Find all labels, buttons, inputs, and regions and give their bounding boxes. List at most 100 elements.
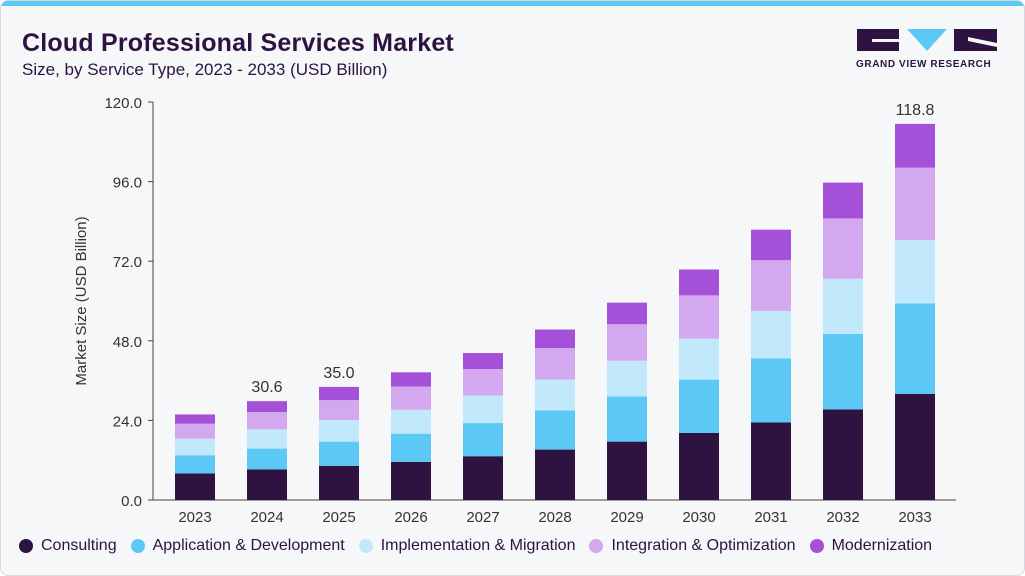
- bar-2026-implementation-migration: [391, 409, 431, 434]
- legend-item: Modernization: [809, 537, 933, 555]
- total-label: 118.8: [896, 102, 935, 119]
- bar-2028-implementation-migration: [535, 379, 575, 411]
- bar-2033-application-development: [895, 303, 935, 394]
- y-tick-label: 48.0: [113, 334, 142, 351]
- bar-2029-integration-optimization: [607, 324, 647, 361]
- bar-2032-implementation-migration: [823, 278, 863, 334]
- bar-2030-consulting: [679, 433, 719, 500]
- legend-label: Integration & Optimization: [611, 537, 796, 554]
- x-tick-label: 2023: [178, 509, 211, 526]
- bar-2023-application-development: [175, 455, 215, 474]
- bar-2025-modernization: [319, 386, 359, 401]
- accent-bar: [1, 1, 1024, 6]
- bar-2032-consulting: [823, 409, 863, 500]
- bar-2033-modernization: [895, 123, 935, 168]
- bar-2025-integration-optimization: [319, 400, 359, 421]
- bar-2024-consulting: [247, 469, 287, 500]
- legend-item: Consulting: [19, 537, 117, 555]
- bar-2029-application-development: [607, 396, 647, 442]
- chart-title: Cloud Professional Services Market: [22, 29, 454, 57]
- x-tick-label: 2024: [250, 509, 283, 526]
- x-tick-label: 2032: [826, 509, 859, 526]
- bar-2029-modernization: [607, 302, 647, 325]
- legend-label: Consulting: [41, 537, 117, 554]
- legend-item: Implementation & Migration: [358, 537, 576, 555]
- bar-2025-implementation-migration: [319, 420, 359, 442]
- bar-2028-consulting: [535, 449, 575, 500]
- x-tick-label: 2033: [898, 509, 931, 526]
- bar-2023-modernization: [175, 414, 215, 424]
- y-tick-label: 0.0: [121, 493, 142, 510]
- legend-label: Modernization: [831, 537, 933, 554]
- total-label: 30.6: [251, 379, 282, 396]
- bar-2027-modernization: [463, 353, 503, 369]
- bar-2024-integration-optimization: [247, 412, 287, 430]
- bar-2026-application-development: [391, 433, 431, 462]
- legend-swatch: [358, 539, 373, 553]
- bar-2033-consulting: [895, 393, 935, 500]
- bar-2030-integration-optimization: [679, 295, 719, 339]
- bar-2031-consulting: [751, 422, 791, 500]
- bar-2032-application-development: [823, 333, 863, 410]
- legend-swatch: [19, 539, 33, 553]
- gvr-logo: GRAND VIEW RESEARCH: [856, 28, 1001, 74]
- bar-2033-integration-optimization: [895, 167, 935, 240]
- y-tick-label: 96.0: [113, 175, 142, 192]
- bar-2024-application-development: [247, 448, 287, 470]
- bar-2030-modernization: [679, 269, 719, 296]
- bar-2025-application-development: [319, 441, 359, 466]
- legend-swatch: [589, 539, 604, 553]
- bar-2026-modernization: [391, 372, 431, 387]
- legend-item: Application & Development: [130, 537, 345, 555]
- y-tick-label: 24.0: [113, 413, 142, 430]
- bar-2031-modernization: [751, 229, 791, 261]
- x-tick-label: 2026: [394, 509, 427, 526]
- bar-2027-implementation-migration: [463, 395, 503, 424]
- bar-2025-consulting: [319, 465, 359, 500]
- bar-2028-application-development: [535, 410, 575, 450]
- bar-2027-consulting: [463, 456, 503, 500]
- bar-2028-integration-optimization: [535, 348, 575, 380]
- chart-subtitle: Size, by Service Type, 2023 - 2033 (USD …: [22, 60, 388, 79]
- y-tick-label: 72.0: [113, 254, 142, 271]
- chart-legend: Consulting Application & Development Imple…: [19, 537, 946, 555]
- legend-swatch: [809, 539, 824, 553]
- total-label: 35.0: [323, 365, 354, 382]
- bar-2027-application-development: [463, 423, 503, 457]
- legend-swatch: [130, 539, 145, 553]
- x-tick-label: 2031: [754, 509, 787, 526]
- legend-label: Implementation & Migration: [380, 537, 576, 554]
- bar-2032-integration-optimization: [823, 218, 863, 279]
- bar-2023-implementation-migration: [175, 438, 215, 456]
- bar-2032-modernization: [823, 182, 863, 219]
- bar-2031-integration-optimization: [751, 260, 791, 311]
- bar-2028-modernization: [535, 329, 575, 349]
- bar-2023-consulting: [175, 473, 215, 500]
- bar-2027-integration-optimization: [463, 368, 503, 396]
- x-tick-label: 2029: [610, 509, 643, 526]
- bar-2031-implementation-migration: [751, 310, 791, 359]
- legend-item: Integration & Optimization: [589, 537, 796, 555]
- bar-2031-application-development: [751, 358, 791, 423]
- bar-2029-implementation-migration: [607, 360, 647, 397]
- bar-2023-integration-optimization: [175, 423, 215, 439]
- y-axis-label: Market Size (USD Billion): [73, 216, 90, 385]
- x-tick-label: 2028: [538, 509, 571, 526]
- bar-2030-implementation-migration: [679, 338, 719, 380]
- bar-2024-implementation-migration: [247, 429, 287, 449]
- bar-2033-implementation-migration: [895, 239, 935, 304]
- y-tick-label: 120.0: [104, 95, 142, 112]
- logo-text: GRAND VIEW RESEARCH: [856, 59, 992, 70]
- x-tick-label: 2025: [322, 509, 355, 526]
- legend-label: Application & Development: [152, 537, 345, 554]
- bar-2026-integration-optimization: [391, 386, 431, 410]
- gvr-logo-icon: [857, 29, 997, 51]
- x-tick-label: 2027: [466, 509, 499, 526]
- bar-2030-application-development: [679, 379, 719, 434]
- bar-2029-consulting: [607, 441, 647, 500]
- x-tick-label: 2030: [682, 509, 715, 526]
- bar-2024-modernization: [247, 401, 287, 413]
- bar-2026-consulting: [391, 461, 431, 500]
